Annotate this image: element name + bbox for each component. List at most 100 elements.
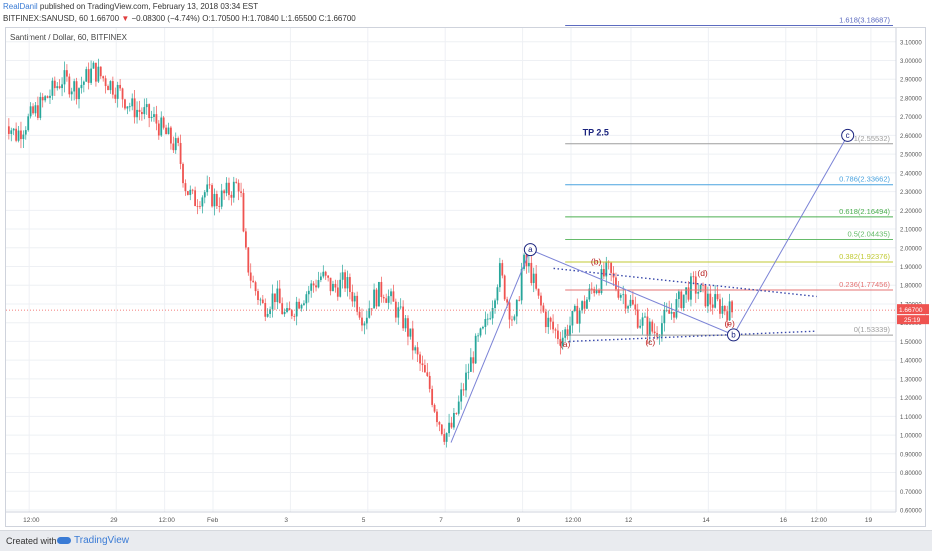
ohlc-high: H:1.70840 [241,14,279,23]
candle-body [206,184,209,193]
symbol-line: BITFINEX:SANUSD, 60 1.66700 ▼ −0.08300 (… [3,14,356,23]
y-tick-label: 1.20000 [900,396,922,402]
y-tick-label: 3.00000 [900,59,922,65]
candle-body [542,305,545,312]
candle-body [702,284,704,286]
author-link[interactable]: RealDanil [3,2,38,11]
candle-body [109,81,112,91]
candle-body [467,371,470,373]
candle-body [634,304,637,310]
candle-body [46,96,49,98]
triangle-upper-trendline[interactable] [553,267,817,298]
candle-body [70,91,73,95]
candle-body [547,317,550,328]
candle-body [716,294,719,300]
wave-label: b [731,330,736,339]
candle-body [602,269,605,277]
candle-body [51,80,54,96]
candle-body [670,311,673,314]
chart-header: RealDanil published on TradingView.com, … [0,0,932,36]
candle-body [706,293,709,307]
candle-body [590,288,593,290]
x-tick-label: 12:00 [23,517,40,524]
candle-body [341,272,344,280]
candle-body [319,276,322,281]
price-chart[interactable]: 0.60000 0.70000 0.80000 0.90000 1.00000 1.100… [0,0,932,530]
fib-level-label: 0.5(2.04435) [847,229,890,238]
candle-body [704,285,707,307]
candle-body [370,308,373,310]
chart-frame [5,27,926,527]
candle-body [119,84,122,89]
candle-body [549,317,552,322]
y-tick-label: 1.90000 [900,265,922,271]
candle-body [349,277,351,293]
candle-body [128,106,131,108]
candle-body [501,263,504,276]
candle-body [36,105,39,118]
candle-body [61,84,63,89]
candle-body [711,304,714,308]
candle-body [520,268,523,301]
candle-body [186,191,189,195]
candle-body [264,303,267,317]
candle-body [375,289,378,307]
candle-body [511,319,513,321]
fib-level-label: 1(2.55532) [854,134,891,143]
y-tick-label: 2.40000 [900,171,922,177]
candle-body [373,289,375,309]
y-tick-label: 2.90000 [900,78,922,84]
wave-sub-label: (e) [724,318,735,328]
fib-level-label: 0.382(1.92376) [839,252,890,261]
candle-body [336,287,339,297]
candle-body [213,193,216,207]
x-tick-label: 29 [110,517,118,524]
candle-body [172,143,175,151]
candle-body [578,310,581,324]
candle-body [177,138,180,143]
wave-path[interactable] [450,135,849,443]
candle-body [593,288,596,294]
wave-label-circle [523,243,537,257]
candle-body [573,305,576,312]
candle-body [281,303,284,315]
candle-body [680,291,683,308]
candle-body [249,272,252,281]
candle-body [559,339,562,346]
candle-body [588,288,591,300]
candle-body [174,138,177,151]
candle-body [445,433,448,442]
candle-body [472,357,475,364]
candle-body [407,318,409,337]
candle-body [358,311,361,318]
candle-body [540,295,542,306]
candle-body [515,299,518,317]
candle-body [58,86,61,89]
candle-body [276,288,279,303]
candle-body [503,275,506,300]
tradingview-brand[interactable]: TradingView [74,535,130,546]
candle-body [648,321,651,337]
candle-body [723,305,726,312]
candle-body [523,254,525,269]
candle-body [392,291,395,302]
candle-body [215,193,218,206]
candle-body [24,130,27,135]
candle-body [421,363,424,366]
wave-sub-label: (d) [697,268,708,278]
candle-body [157,123,160,136]
candle-body [153,114,155,117]
triangle-lower-trendline[interactable] [569,330,817,343]
fib-level-label: 0.618(2.16494) [839,207,890,216]
candle-body [494,300,496,308]
candle-body [605,261,608,277]
y-tick-label: 1.10000 [900,415,922,421]
x-tick-label: 9 [517,517,521,524]
candle-body [148,104,151,119]
candle-body [104,78,107,87]
candle-body [15,128,18,141]
candle-body [218,205,221,207]
y-tick-label: 1.80000 [900,284,922,290]
candle-body [615,277,617,290]
wave-sub-label: (a) [560,339,571,349]
